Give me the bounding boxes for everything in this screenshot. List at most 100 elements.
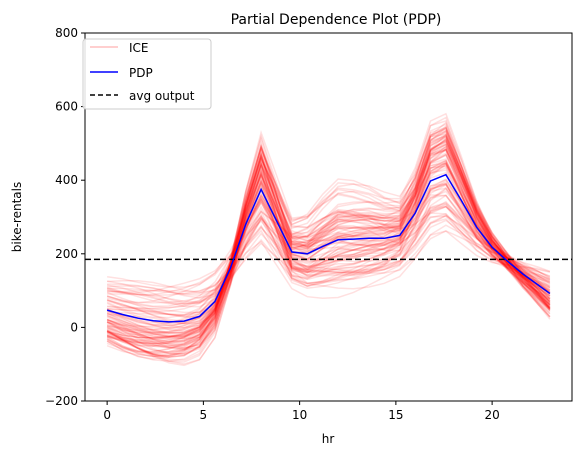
x-tick-label: 10	[292, 408, 307, 422]
ice-line	[106, 164, 551, 334]
legend: ICE PDP avg output	[82, 38, 212, 110]
ice-line	[107, 188, 551, 325]
ice-line	[106, 133, 551, 347]
ice-line	[107, 214, 551, 293]
y-tick-label: 800	[55, 26, 78, 40]
ice-line	[106, 190, 551, 305]
y-tick-label: 400	[55, 173, 78, 187]
ice-line	[107, 230, 551, 294]
ice-line	[106, 119, 551, 360]
ice-line	[106, 149, 551, 336]
y-tick-label: 0	[70, 320, 78, 334]
ice-line	[106, 147, 551, 350]
ice-line	[106, 139, 551, 338]
ice-line	[107, 200, 551, 314]
ice-line	[106, 148, 551, 348]
ice-line	[106, 169, 551, 331]
ice-line	[106, 139, 551, 362]
ice-line	[106, 135, 551, 356]
ice-line	[106, 140, 551, 334]
ice-line	[107, 203, 551, 308]
y-axis-label: bike-rentals	[10, 182, 24, 253]
ice-line	[106, 166, 551, 340]
ice-line	[106, 212, 551, 294]
ice-line	[106, 121, 551, 356]
ice-line	[106, 126, 551, 365]
ice-line	[106, 137, 551, 363]
pdp-line	[106, 173, 551, 323]
ice-line	[106, 145, 551, 349]
x-tick-label: 5	[200, 408, 208, 422]
legend-ice-label: ICE	[129, 41, 149, 55]
ice-line	[106, 215, 551, 296]
ice-line	[106, 182, 551, 329]
y-tick-label: 200	[55, 247, 78, 261]
chart-title: Partial Dependence Plot (PDP)	[231, 12, 442, 28]
ice-line	[106, 140, 551, 341]
ice-line	[106, 126, 551, 358]
ice-line	[106, 153, 551, 343]
ice-line	[107, 201, 551, 295]
ice-line	[106, 143, 551, 334]
ice-line	[106, 219, 551, 304]
ice-line	[106, 129, 551, 343]
ice-line	[106, 162, 551, 340]
ice-line	[106, 171, 551, 339]
ice-line	[106, 159, 551, 349]
ice-line	[106, 116, 551, 357]
y-tick-label: 600	[55, 100, 78, 114]
ice-line	[106, 205, 551, 305]
plot-frame	[84, 32, 573, 402]
ice-line	[106, 143, 551, 339]
legend-box	[82, 38, 212, 110]
ice-line	[106, 183, 551, 325]
ice-line	[106, 138, 551, 355]
ice-line	[106, 125, 551, 362]
ice-line	[106, 138, 551, 338]
ice-line	[106, 142, 551, 346]
x-tick-label: 0	[103, 408, 111, 422]
x-axis: 0 5 10 15 20	[103, 401, 500, 422]
ice-line	[106, 187, 551, 319]
ice-line	[106, 202, 551, 312]
ice-line	[106, 143, 551, 337]
ice-line	[107, 178, 551, 317]
ice-line	[106, 141, 551, 334]
y-axis: −200 0 200 400 600 800	[45, 26, 85, 408]
ice-line	[106, 112, 551, 358]
ice-line	[106, 163, 551, 329]
ice-line	[106, 148, 551, 345]
ice-line	[106, 129, 551, 353]
ice-line	[106, 213, 551, 309]
ice-lines	[106, 112, 551, 367]
ice-line	[106, 230, 551, 300]
ice-line	[106, 145, 551, 349]
ice-line	[106, 183, 551, 327]
ice-line	[106, 161, 551, 332]
ice-line	[107, 205, 551, 303]
ice-line	[106, 182, 551, 324]
ice-line	[106, 205, 551, 288]
ice-line	[106, 126, 551, 345]
pdp-line-group	[106, 173, 551, 323]
ice-line	[106, 130, 551, 357]
ice-line	[106, 148, 551, 351]
x-tick-label: 20	[484, 408, 499, 422]
x-tick-label: 15	[388, 408, 403, 422]
ice-line	[106, 194, 551, 304]
y-tick-label: −200	[45, 394, 78, 408]
ice-line	[107, 194, 551, 318]
ice-line	[106, 159, 551, 334]
legend-avg-output-label: avg output	[129, 89, 195, 103]
ice-line	[106, 146, 551, 345]
ice-line	[106, 133, 551, 367]
ice-line	[106, 152, 551, 347]
ice-line	[106, 182, 551, 325]
ice-line	[106, 131, 551, 354]
ice-line	[106, 148, 551, 329]
ice-line	[106, 194, 551, 308]
legend-pdp-label: PDP	[129, 66, 153, 80]
ice-line	[106, 127, 551, 345]
ice-line	[106, 133, 551, 340]
